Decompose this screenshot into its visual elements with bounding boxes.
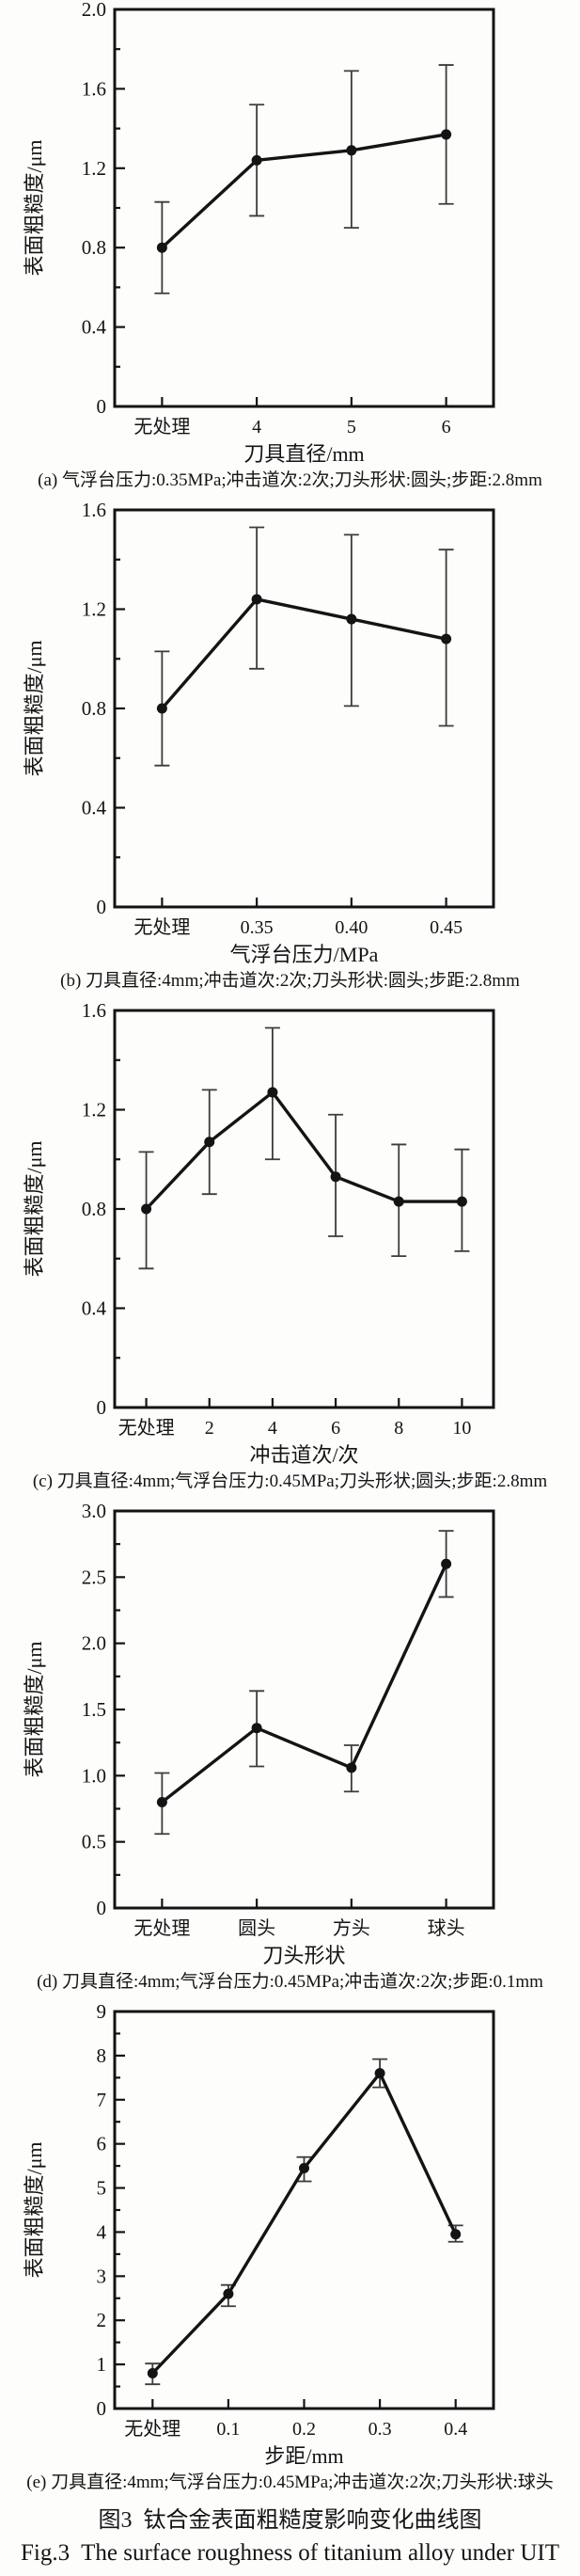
chart-block-c: 0 0.4 0.8 1.2 1.6 无处理 2 4 6 8 10 冲击道次/次 表面粗糙度/μm (c)… <box>0 1001 580 1494</box>
svg-text:0.45: 0.45 <box>430 917 462 938</box>
svg-text:8: 8 <box>394 1418 403 1439</box>
figure-title-en: Fig.3 The surface roughness of titanium … <box>20 2540 560 2566</box>
svg-text:表面粗糙度/μm: 表面粗糙度/μm <box>23 139 46 276</box>
svg-text:无处理: 无处理 <box>118 1417 175 1439</box>
svg-text:8: 8 <box>97 2044 107 2067</box>
svg-text:10: 10 <box>452 1418 471 1439</box>
svg-text:方头: 方头 <box>333 1917 370 1939</box>
chart-block-b: 0 0.4 0.8 1.2 1.6 无处理 0.35 0.40 0.45 气浮台压力/MPa 表面粗… <box>0 501 580 994</box>
figure-title-cn: 图3 钛合金表面粗糙度影响变化曲线图 <box>98 2508 482 2533</box>
svg-text:0: 0 <box>97 1897 107 1919</box>
svg-text:0.4: 0.4 <box>82 1297 107 1320</box>
svg-text:2.5: 2.5 <box>82 1566 106 1588</box>
svg-text:1.0: 1.0 <box>82 1764 106 1787</box>
svg-text:气浮台压力/MPa: 气浮台压力/MPa <box>230 943 379 966</box>
svg-text:表面粗糙度/μm: 表面粗糙度/μm <box>23 1641 46 1777</box>
svg-text:0: 0 <box>97 2397 107 2420</box>
svg-text:0.40: 0.40 <box>335 917 368 938</box>
chart-a-plot: 0 0.4 0.8 1.2 1.6 2.0 无处理 4 5 6 刀具直径/mm 表面粗糙度/μm <box>23 0 495 466</box>
svg-text:2.0: 2.0 <box>82 1632 106 1655</box>
svg-text:表面粗糙度/μm: 表面粗糙度/μm <box>23 1140 46 1277</box>
svg-text:无处理: 无处理 <box>133 916 190 938</box>
svg-text:0.5: 0.5 <box>82 1831 106 1853</box>
svg-text:2: 2 <box>205 1418 214 1439</box>
svg-text:0: 0 <box>97 1396 107 1419</box>
svg-text:无处理: 无处理 <box>124 2418 180 2440</box>
svg-text:0.4: 0.4 <box>82 316 107 339</box>
svg-text:0.35: 0.35 <box>241 917 274 938</box>
svg-text:表面粗糙度/μm: 表面粗糙度/μm <box>23 640 46 776</box>
svg-text:刀具直径/mm: 刀具直径/mm <box>243 442 364 466</box>
svg-text:2.0: 2.0 <box>82 0 106 21</box>
svg-text:无处理: 无处理 <box>133 1917 190 1939</box>
svg-text:0.8: 0.8 <box>82 697 106 720</box>
chart-c-plot: 0 0.4 0.8 1.2 1.6 无处理 2 4 6 8 10 冲击道次/次 表面粗糙度/μm <box>23 1001 495 1467</box>
svg-text:3: 3 <box>97 2265 107 2287</box>
svg-text:3.0: 3.0 <box>82 1502 106 1522</box>
svg-text:0.1: 0.1 <box>216 2419 240 2440</box>
chart-block-a: 0 0.4 0.8 1.2 1.6 2.0 无处理 4 5 6 刀具直径/mm 表面粗糙度/μm (a… <box>0 0 580 493</box>
svg-text:球头: 球头 <box>428 1917 465 1939</box>
svg-text:4: 4 <box>268 1418 277 1439</box>
chart-e-plot: 0 1 2 3 4 5 6 7 8 9 无处理 0.1 0.2 0.3 0.4 步距/mm 表面粗糙度/μm <box>23 2002 495 2468</box>
svg-text:0.8: 0.8 <box>82 1198 106 1220</box>
svg-text:9: 9 <box>97 2002 107 2023</box>
svg-text:冲击道次/次: 冲击道次/次 <box>249 1443 358 1467</box>
svg-text:1.2: 1.2 <box>82 157 106 180</box>
svg-text:无处理: 无处理 <box>133 416 190 437</box>
chart-d-caption: (d) 刀具直径:4mm;气浮台压力:0.45MPa;冲击道次:2次;步距:0.… <box>37 1972 543 1992</box>
svg-text:1.2: 1.2 <box>82 1099 106 1121</box>
svg-text:0.4: 0.4 <box>82 797 107 819</box>
chart-e-caption: (e) 刀具直径:4mm;气浮台压力:0.45MPa;冲击道次:2次;刀头形状:… <box>26 2473 554 2492</box>
chart-block-e: 0 1 2 3 4 5 6 7 8 9 无处理 0.1 0.2 0.3 0.4 步距/mm 表面粗糙度/μm (… <box>0 2002 580 2495</box>
svg-text:1.6: 1.6 <box>82 501 106 521</box>
svg-text:5: 5 <box>347 417 356 437</box>
chart-b-plot: 0 0.4 0.8 1.2 1.6 无处理 0.35 0.40 0.45 气浮台压力/MPa 表面粗… <box>23 501 495 966</box>
svg-text:0: 0 <box>97 395 107 418</box>
svg-text:6: 6 <box>97 2133 107 2155</box>
svg-text:7: 7 <box>97 2089 107 2111</box>
chart-a-caption: (a) 气浮台压力:0.35MPa;冲击道次:2次;刀头形状:圆头;步距:2.8… <box>38 470 542 490</box>
svg-text:6: 6 <box>331 1418 340 1439</box>
svg-text:1.6: 1.6 <box>82 1001 106 1022</box>
chart-b-caption: (b) 刀具直径:4mm;冲击道次:2次;刀头形状:圆头;步距:2.8mm <box>60 971 520 991</box>
svg-text:0.3: 0.3 <box>368 2419 392 2440</box>
svg-text:1: 1 <box>97 2353 107 2376</box>
svg-text:5: 5 <box>97 2177 107 2200</box>
svg-text:1.2: 1.2 <box>82 598 106 621</box>
chart-c-caption: (c) 刀具直径:4mm;气浮台压力:0.45MPa;刀头形状;圆头;步距:2.… <box>32 1471 548 1491</box>
svg-text:0.2: 0.2 <box>292 2419 316 2440</box>
svg-text:4: 4 <box>252 417 261 437</box>
svg-text:6: 6 <box>442 417 451 437</box>
svg-text:4: 4 <box>97 2220 107 2243</box>
svg-text:1.5: 1.5 <box>82 1698 106 1721</box>
svg-text:0.8: 0.8 <box>82 236 106 259</box>
figure-titles: 图3 钛合金表面粗糙度影响变化曲线图 Fig.3 The surface rou… <box>0 2504 580 2576</box>
svg-text:表面粗糙度/μm: 表面粗糙度/μm <box>23 2141 46 2278</box>
svg-text:圆头: 圆头 <box>238 1917 275 1939</box>
svg-text:1.6: 1.6 <box>82 77 106 100</box>
svg-text:0: 0 <box>97 896 107 918</box>
svg-text:步距/mm: 步距/mm <box>264 2444 343 2468</box>
chart-block-d: 0 0.5 1.0 1.5 2.0 2.5 3.0 无处理 圆头 方头 球头刀头形状 表面粗糙度/μm… <box>0 1502 580 1995</box>
svg-text:0.4: 0.4 <box>444 2419 467 2440</box>
svg-text:2: 2 <box>97 2309 107 2331</box>
svg-text:刀头形状: 刀头形状 <box>262 1944 345 1967</box>
